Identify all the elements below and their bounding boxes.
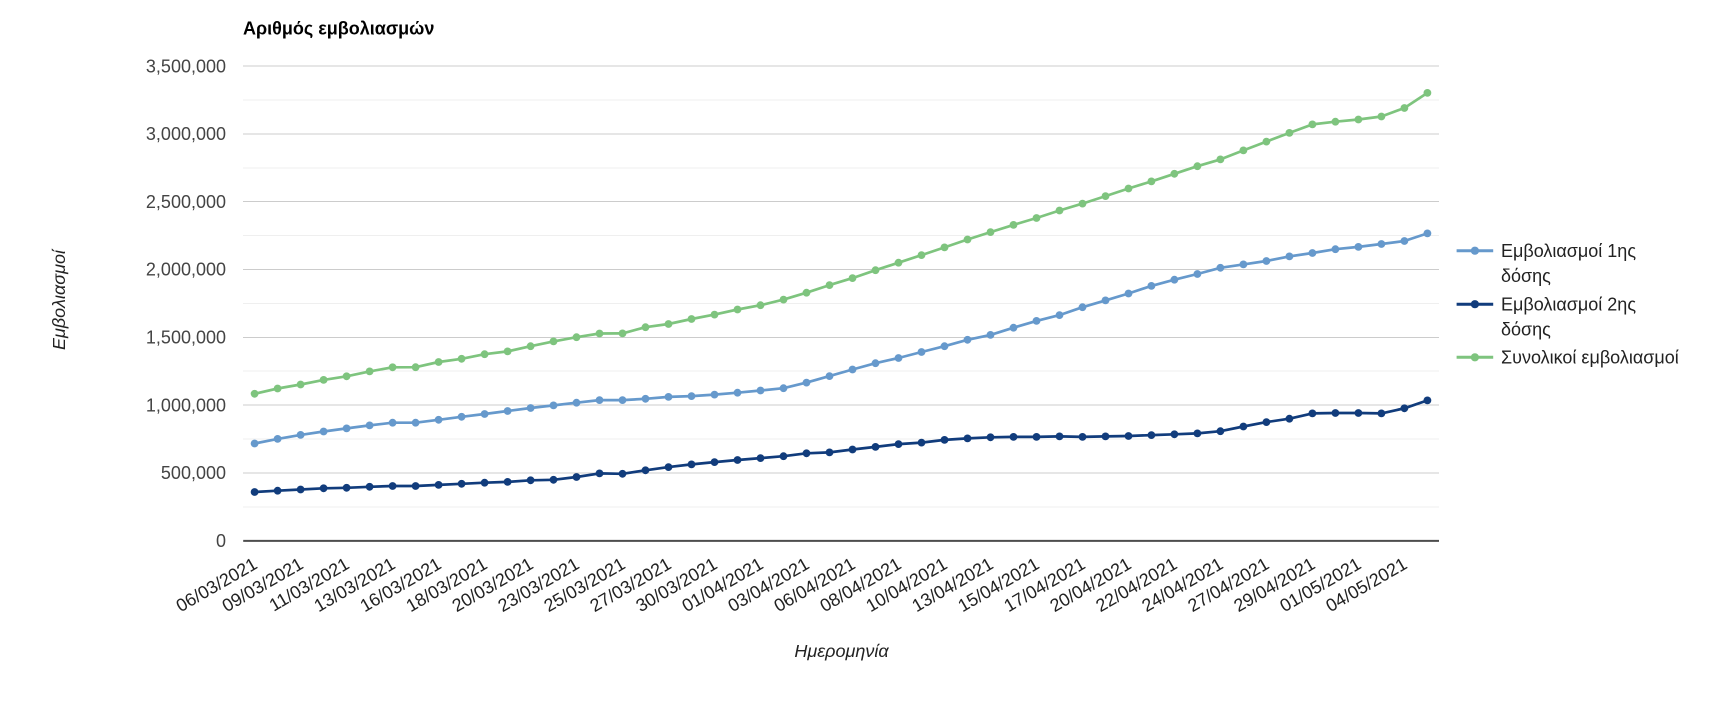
svg-text:1,000,000: 1,000,000 xyxy=(146,395,226,415)
svg-text:Ημερομηνία: Ημερομηνία xyxy=(794,641,889,661)
svg-text:δόσης: δόσης xyxy=(1501,266,1551,286)
svg-text:3,000,000: 3,000,000 xyxy=(146,124,226,144)
svg-text:δόσης: δόσης xyxy=(1501,320,1551,340)
svg-text:0: 0 xyxy=(216,531,226,551)
svg-text:2,000,000: 2,000,000 xyxy=(146,260,226,280)
svg-text:Εμβολιασμοί 1ης: Εμβολιασμοί 1ης xyxy=(1501,241,1636,261)
svg-text:Συνολικοί εμβολιασμοί: Συνολικοί εμβολιασμοί xyxy=(1501,348,1679,368)
svg-text:1,500,000: 1,500,000 xyxy=(146,328,226,348)
svg-text:3,500,000: 3,500,000 xyxy=(146,56,226,76)
svg-text:2,500,000: 2,500,000 xyxy=(146,192,226,212)
svg-text:Εμβολιασμοί: Εμβολιασμοί xyxy=(49,248,69,350)
svg-text:500,000: 500,000 xyxy=(161,463,226,483)
svg-text:Εμβολιασμοί 2ης: Εμβολιασμοί 2ης xyxy=(1501,295,1636,315)
svg-text:Αριθμός εμβολιασμών: Αριθμός εμβολιασμών xyxy=(243,19,434,39)
